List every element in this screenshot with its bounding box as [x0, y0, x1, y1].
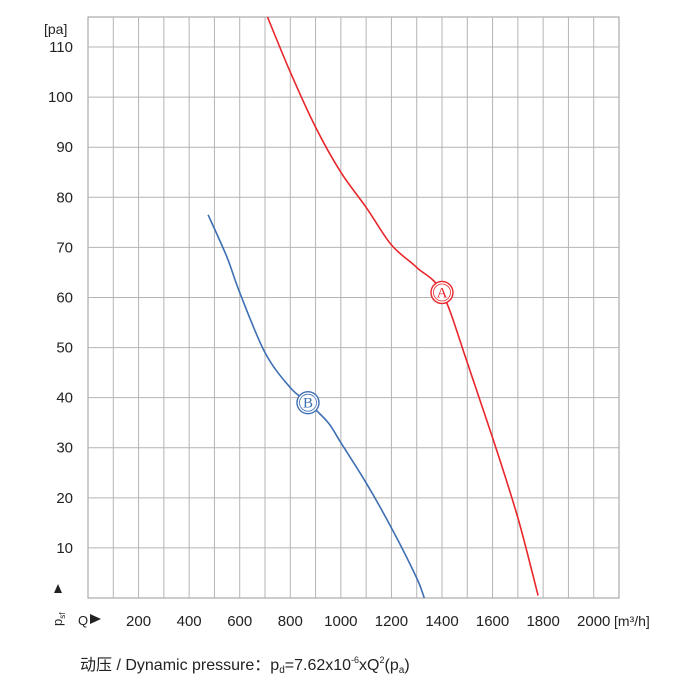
caption-eq-q: xQ	[359, 657, 380, 674]
y-tick-label: 80	[56, 189, 73, 206]
marker-B	[296, 390, 320, 415]
caption-pa-sub: a	[398, 665, 405, 676]
x-tick-label: 1200	[375, 613, 408, 630]
y-axis-arrow-icon	[54, 584, 62, 593]
series-label-B: B	[303, 396, 313, 412]
grid	[87, 16, 620, 599]
x-tick-label: 1000	[324, 613, 357, 630]
x-tick-label: 400	[177, 613, 202, 630]
x-axis-symbol: Q	[78, 613, 88, 628]
y-tick-label: 30	[56, 440, 73, 457]
curve-markers: AB	[296, 280, 454, 415]
y-tick-label: 10	[56, 540, 73, 557]
y-axis-symbol: psf	[50, 612, 67, 626]
caption-p: p	[270, 657, 280, 674]
dynamic-pressure-caption: 动压 / Dynamic pressure：pd=7.62x10-6xQ2(pa…	[80, 651, 410, 676]
x-tick-label: 2000	[577, 613, 610, 630]
marker-A	[430, 280, 454, 305]
marker-inner-ring	[433, 283, 451, 302]
x-axis-arrow-icon	[90, 614, 101, 624]
curve-A	[266, 16, 539, 596]
series-label-A: A	[437, 285, 448, 301]
y-tick-label: 70	[56, 239, 73, 256]
x-tick-label: 200	[126, 613, 151, 630]
y-axis-unit: [pa]	[44, 21, 67, 37]
curves	[207, 16, 539, 599]
caption-prefix: 动压 / Dynamic pressure：	[80, 657, 271, 674]
marker-inner-ring	[299, 393, 317, 412]
caption-open: (p	[384, 657, 399, 674]
y-tick-label: 60	[56, 289, 73, 306]
caption-q-exp: 2	[379, 655, 385, 665]
y-tick-label: 40	[56, 390, 73, 407]
y-tick-label: 50	[56, 340, 73, 357]
caption-eq-mid: =7.62x10	[284, 657, 352, 674]
x-tick-label: 1600	[476, 613, 509, 630]
tick-labels: 200 400 600 800 1000 1200 1400 1600 1800 2000 10 20…	[48, 39, 610, 630]
y-tick-label: 20	[56, 490, 73, 507]
curve-B	[207, 214, 426, 599]
y-tick-label: 100	[48, 89, 73, 106]
x-tick-label: 600	[227, 613, 252, 630]
y-tick-label: 110	[49, 39, 73, 56]
x-tick-label: 1800	[526, 613, 559, 630]
x-tick-label: 1400	[425, 613, 458, 630]
y-tick-label: 90	[56, 139, 73, 156]
x-axis-unit: [m³/h]	[614, 613, 650, 629]
caption-exp: -6	[351, 655, 360, 665]
caption-p-sub: d	[279, 665, 285, 676]
x-tick-label: 800	[278, 613, 303, 630]
caption-close: )	[404, 657, 410, 674]
plot-frame	[87, 16, 620, 599]
